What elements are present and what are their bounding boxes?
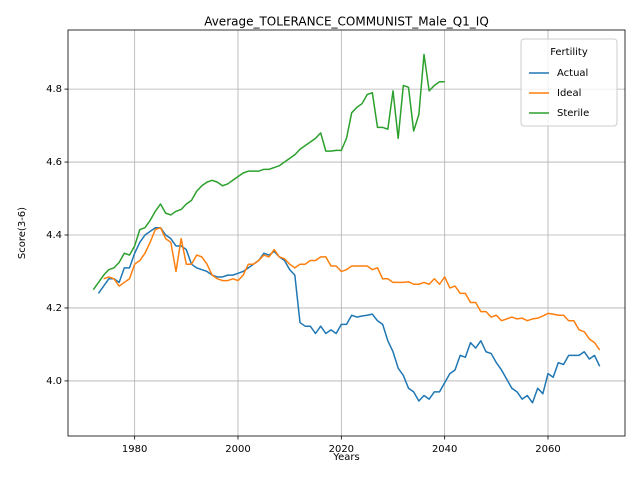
legend-title: Fertility — [550, 47, 588, 58]
y-tick-label: 4.6 — [46, 157, 62, 168]
y-axis-label: Score(3-6) — [17, 207, 28, 259]
y-tick-label: 4.4 — [46, 230, 62, 241]
legend-label: Actual — [557, 68, 588, 79]
line-series — [92, 53, 445, 291]
y-tick-label: 4.8 — [46, 84, 62, 95]
chart-title: Average_TOLERANCE_COMMUNIST_Male_Q1_IQ — [204, 15, 489, 29]
y-tick-label: 4.0 — [46, 376, 62, 387]
x-tick-label: 2000 — [225, 444, 250, 455]
x-tick-label: 2020 — [329, 444, 354, 455]
line-series — [103, 226, 601, 351]
legend-label: Ideal — [557, 88, 581, 99]
legend: Fertility Actual Ideal Sterile — [520, 38, 618, 127]
legend-label: Sterile — [557, 108, 589, 119]
line-series — [97, 226, 601, 404]
x-tick-label: 2060 — [535, 444, 560, 455]
x-axis-label: Years — [332, 452, 359, 463]
x-tick-label: 2040 — [432, 444, 457, 455]
y-tick-label: 4.2 — [46, 303, 62, 314]
x-tick-label: 1980 — [122, 444, 147, 455]
plot-frame — [67, 29, 626, 437]
legend-box — [520, 38, 618, 127]
